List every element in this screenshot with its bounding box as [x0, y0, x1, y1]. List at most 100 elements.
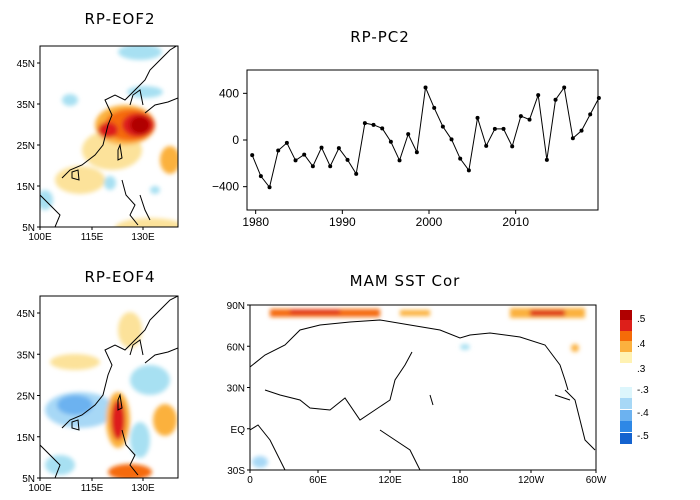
pc2-data-point: [336, 146, 341, 151]
colorbar-swatch: [620, 341, 632, 352]
colorbar-swatch: [620, 410, 632, 421]
pc2-data-point: [440, 124, 445, 129]
pc2-series-line: [251, 85, 600, 189]
sst-lon-tick: 60W: [586, 475, 607, 486]
eof2-lat-tick: 25N: [17, 141, 35, 152]
eof4-lat-tick: 45N: [17, 309, 35, 320]
eof4-lon-tick: 100E: [28, 483, 52, 494]
sst-title: MAM SST Cor: [349, 272, 461, 290]
pc2-data-point: [319, 145, 324, 150]
eof4-lat-tick: 25N: [17, 392, 35, 403]
eof2-coastline: [40, 46, 178, 227]
colorbar: [620, 310, 632, 444]
pc2-data-point: [371, 122, 376, 127]
pc2-data-point: [596, 96, 601, 100]
pc2-data-point: [562, 85, 567, 90]
pc2-data-point: [510, 144, 515, 149]
pc2-data-point: [544, 157, 549, 162]
eof4-lat-tick: 5N: [22, 474, 35, 485]
sst-lat-tick: 30S: [227, 466, 245, 477]
sst-shading: [252, 308, 585, 468]
y-tick-label: −400: [212, 180, 239, 194]
pc2-data-point: [258, 174, 263, 179]
pc2-data-point: [284, 140, 289, 145]
colorbar-label: .4: [637, 339, 646, 350]
pc2-data-point: [380, 126, 385, 131]
eof2-shading: [40, 46, 178, 227]
y-tick-label: 0: [232, 133, 239, 147]
sst-lon-tick: 120E: [378, 475, 402, 486]
colorbar-label: -.3: [637, 385, 649, 396]
x-tick-label: 2000: [416, 215, 443, 229]
pc2-data-point: [458, 156, 463, 161]
eof4-lon-tick: 115E: [81, 483, 104, 494]
pc2-data-point: [423, 85, 428, 90]
sst-lon-tick: 0: [247, 475, 253, 486]
pc2-data-point: [414, 150, 419, 155]
colorbar-swatch: [620, 320, 632, 331]
pc2-data-point: [345, 157, 350, 162]
pc2-data-point: [406, 132, 411, 137]
y-tick-label: 400: [219, 86, 239, 100]
eof4-map: [39, 295, 179, 479]
sst-lat-tick: 60N: [227, 342, 245, 353]
eof4-lat-tick: 35N: [17, 350, 35, 361]
pc2-data-point: [466, 168, 471, 173]
pc2-data-point: [449, 137, 454, 142]
sst-lat-tick: 90N: [227, 301, 245, 312]
sst-lat-tick: EQ: [231, 425, 246, 436]
eof2-lat-tick: 15N: [17, 182, 35, 193]
sst-map: [249, 304, 597, 471]
pc2-data-point: [388, 139, 393, 144]
eof2-lon-tick: 130E: [131, 232, 155, 243]
colorbar-label: .3: [637, 364, 646, 375]
colorbar-label: -.5: [637, 431, 649, 442]
x-tick-label: 1990: [329, 215, 356, 229]
pc2-data-point: [328, 164, 333, 169]
pc2-data-point: [475, 115, 480, 120]
x-tick-label: 1980: [242, 215, 269, 229]
pc2-data-point: [293, 158, 298, 163]
pc2-data-point: [536, 93, 541, 98]
pc2-data-point: [588, 112, 593, 117]
eof2-lat-tick: 5N: [22, 223, 35, 234]
pc2-data-point: [570, 136, 575, 141]
eof2-title: RP-EOF2: [84, 10, 156, 28]
eof4-shading: [45, 312, 177, 478]
colorbar-swatch: [620, 387, 632, 398]
pc2-data-point: [310, 164, 315, 169]
plot-frame: [246, 69, 599, 211]
x-tick-label: 2010: [502, 215, 529, 229]
pc2-data-point: [484, 143, 489, 148]
pc2-title: RP-PC2: [350, 28, 410, 46]
eof4-title: RP-EOF4: [84, 268, 156, 286]
colorbar-label: -.4: [637, 408, 649, 419]
eof2-lon-tick: 100E: [28, 232, 52, 243]
eof2-lat-tick: 35N: [17, 100, 35, 111]
pc2-data-point: [553, 97, 558, 102]
sst-lat-tick: 30N: [227, 384, 245, 395]
pc2-data-point: [492, 126, 497, 131]
eof2-map: [39, 45, 179, 228]
colorbar-swatch: [620, 433, 632, 444]
pc2-data-point: [362, 121, 367, 126]
eof2-lat-tick: 45N: [17, 59, 35, 70]
sst-lon-tick: 180: [452, 475, 469, 486]
eof4-coastline: [40, 296, 178, 478]
pc2-data-point: [579, 128, 584, 133]
pc2-chart: 1980 1990 2000 2010 400 0 −400: [212, 69, 601, 229]
pc2-data-point: [501, 126, 506, 131]
pc2-data-point: [276, 148, 281, 153]
pc2-data-point: [397, 158, 402, 163]
sst-lon-tick: 60E: [309, 475, 327, 486]
colorbar-swatch: [620, 331, 632, 342]
pc2-data-point: [518, 114, 523, 119]
pc2-data-point: [354, 171, 359, 176]
pc2-data-point: [432, 105, 437, 110]
pc2-data-point: [267, 185, 272, 190]
colorbar-swatch: [620, 398, 632, 409]
colorbar-swatch: [620, 310, 632, 321]
colorbar-label: .5: [637, 314, 646, 325]
